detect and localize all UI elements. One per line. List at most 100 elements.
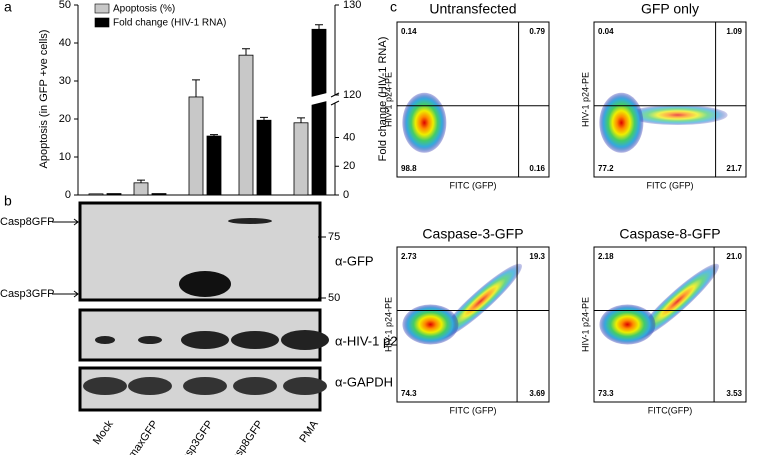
antibody-label: α-GFP [335, 253, 374, 268]
y-axis-label: Apoptosis (in GFP +ve cells) [38, 30, 50, 169]
quadrant-value: 19.3 [529, 252, 545, 261]
band [281, 330, 329, 350]
bar [151, 193, 167, 196]
quadrant-value: 0.79 [529, 27, 545, 36]
bar [106, 193, 122, 196]
bar [311, 28, 327, 196]
quadrant-value: 73.3 [598, 389, 614, 398]
plot-title: Caspase-8-GFP [619, 226, 720, 242]
band [95, 336, 115, 344]
density [599, 304, 656, 345]
plot-title: Untransfected [429, 1, 516, 17]
y2-tick-label: 20 [343, 160, 355, 172]
density-tail [439, 263, 523, 339]
antibody-label: α-GAPDH [335, 374, 393, 389]
band [128, 377, 172, 395]
bar [256, 119, 272, 196]
bar [133, 182, 149, 196]
error-bar [210, 134, 218, 137]
quadrant-value: 1.09 [726, 27, 742, 36]
quadrant-value: 3.53 [726, 389, 742, 398]
size-label: 75 [328, 231, 340, 243]
density [402, 304, 459, 345]
error-bar [192, 79, 200, 97]
quadrant-value: 0.14 [401, 27, 417, 36]
bar [88, 193, 104, 196]
y-tick-label: 50 [59, 0, 71, 11]
category-label: Mock [91, 418, 116, 447]
band [283, 377, 327, 395]
band [138, 336, 162, 344]
error-bar [315, 24, 323, 30]
panel-label: b [4, 193, 12, 209]
legend-swatch [94, 17, 110, 28]
panel-label: c [390, 0, 397, 15]
flow-plot: GFP only HIV-1 p24-PE FITC (GFP) 0.04 1.09 77… [580, 1, 747, 190]
plot-title: GFP only [641, 1, 699, 17]
category-label: PMA [297, 418, 321, 445]
band [233, 377, 277, 395]
y-tick-label: 10 [59, 151, 71, 163]
quadrant-value: 98.8 [401, 164, 417, 173]
category-label: pCasp3GFP [171, 419, 216, 455]
y2-tick-label: 40 [343, 131, 355, 143]
y-label: HIV-1 p24-PE [383, 72, 393, 127]
density-tail [627, 105, 728, 125]
density [599, 92, 644, 153]
band [228, 218, 272, 224]
error-bar [242, 48, 250, 56]
y-tick-label: 0 [65, 189, 71, 201]
density [402, 92, 447, 153]
y-tick-label: 20 [59, 113, 71, 125]
band [83, 377, 127, 395]
quadrant-value: 2.18 [598, 252, 614, 261]
y2-tick-label: 120 [343, 89, 361, 101]
band [231, 331, 279, 349]
x-label: FITC (GFP) [450, 180, 497, 190]
panel-label: a [4, 0, 12, 15]
category-label: pCasp8GFP [221, 419, 266, 455]
y-tick-label: 40 [59, 37, 71, 49]
y-label: HIV-1 p24-PE [580, 72, 590, 127]
y-tick-label: 30 [59, 75, 71, 87]
flow-plot: Caspase-8-GFP HIV-1 p24-PE FITC(GFP) 2.18 21… [580, 226, 747, 415]
x-label: FITC(GFP) [648, 405, 693, 415]
legend-label: Apoptosis (%) [113, 4, 175, 15]
bar [238, 54, 254, 196]
y2-axis-label: Fold change (HIV-1 RNA) [377, 37, 389, 162]
error-bar [137, 179, 145, 183]
antibody-label: α-HIV-1 p24 [335, 333, 405, 348]
axis-break [330, 100, 340, 106]
y2-tick-label: 130 [343, 0, 361, 11]
blot-marker: Casp3GFP [0, 288, 54, 300]
blot-marker: Casp8GFP [0, 216, 54, 228]
quadrant-value: 74.3 [401, 389, 417, 398]
quadrant-value: 3.69 [529, 389, 545, 398]
size-label: 50 [328, 292, 340, 304]
quadrant-value: 0.16 [529, 164, 545, 173]
quadrant-value: 21.7 [726, 164, 742, 173]
quadrant-value: 21.0 [726, 252, 742, 261]
plot-title: Caspase-3-GFP [422, 226, 523, 242]
marker-arrow [52, 290, 79, 298]
error-bar [260, 116, 268, 121]
flow-plot: Caspase-3-GFP HIV-1 p24-PE FITC (GFP) 2.73 1… [383, 226, 550, 415]
bar [188, 96, 204, 196]
legend-swatch [94, 3, 110, 14]
x-label: FITC (GFP) [647, 180, 694, 190]
density-tail [636, 263, 720, 339]
bar [206, 135, 222, 196]
band [183, 377, 227, 395]
y-label: HIV-1 p24-PE [580, 297, 590, 352]
bar-break [311, 93, 327, 105]
flow-plot: Untransfected HIV-1 p24-PE FITC (GFP) 0.14 0… [383, 1, 550, 190]
quadrant-value: 0.04 [598, 27, 614, 36]
y-label: HIV-1 p24-PE [383, 297, 393, 352]
quadrant-value: 77.2 [598, 164, 614, 173]
legend-label: Fold change (HIV-1 RNA) [113, 18, 226, 29]
marker-arrow [52, 218, 79, 226]
band [179, 271, 231, 297]
x-label: FITC (GFP) [450, 405, 497, 415]
